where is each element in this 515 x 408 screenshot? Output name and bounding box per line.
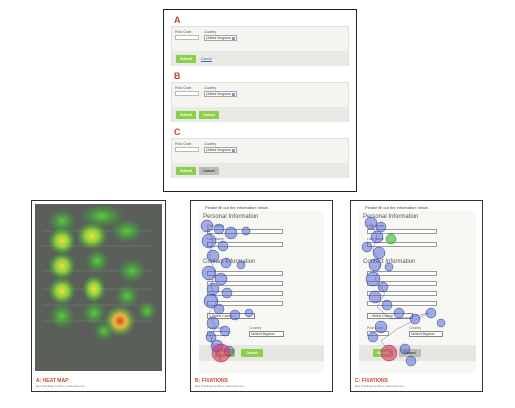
cancel-button[interactable]: Cancel — [199, 111, 219, 119]
personal-heading: Personal Information — [363, 214, 419, 220]
postcode-label: Post Code — [175, 142, 192, 146]
cancel-button[interactable]: Cancel — [241, 349, 263, 357]
country-label: Country — [204, 142, 217, 146]
fixations-b-panel: Please fill out the information below. P… — [190, 200, 333, 392]
first-name-input[interactable] — [367, 229, 437, 234]
heatmap-panel: A: HEAT MAP Eye Tracking by Etre | www.e… — [31, 200, 166, 392]
address-input-4[interactable] — [367, 301, 437, 306]
country-label: Country — [249, 326, 262, 330]
personal-heading: Personal Information — [203, 214, 259, 220]
country-label: Country — [204, 86, 217, 90]
submit-button[interactable]: Submit — [176, 55, 196, 63]
fixation-first — [385, 233, 397, 245]
cancel-button[interactable]: Cancel — [399, 349, 421, 357]
panel-caption: B: FIXATIONS Eye Tracking by Etre | www.… — [195, 378, 244, 388]
variant-letter: A — [174, 15, 181, 25]
submit-button[interactable]: Submit — [176, 167, 196, 175]
address-input-3[interactable] — [207, 291, 283, 296]
panel-caption: A: HEAT MAP Eye Tracking by Etre | www.e… — [36, 378, 85, 388]
variant-letter: C — [174, 127, 181, 137]
country-label: Country — [409, 326, 422, 330]
postcode-input[interactable] — [175, 35, 199, 40]
cancel-button[interactable]: Cancel — [199, 167, 219, 175]
variant-form: Post Code Country United Kingdom Submit … — [171, 138, 349, 178]
panel-title: B: FIXATIONS — [195, 378, 228, 384]
variant-letter: B — [174, 71, 181, 81]
panel-credit: Eye Tracking by Etre | www.etre.com — [355, 384, 404, 388]
country-select[interactable]: United Kingdom — [249, 331, 284, 337]
panel-title: A: HEAT MAP — [36, 378, 69, 384]
form-variants-figure: A Post Code Country United Kingdom Submi… — [163, 9, 357, 192]
panel-credit: Eye Tracking by Etre | www.etre.com — [36, 384, 85, 388]
country-select[interactable]: United Kingdom — [204, 34, 237, 41]
address-input-3[interactable] — [367, 291, 437, 296]
cancel-link[interactable]: Cancel — [201, 57, 212, 61]
country-label: Country — [204, 30, 217, 34]
postcode-input[interactable] — [175, 147, 199, 152]
fixations-c-panel: Please fill out the information below. P… — [350, 200, 483, 392]
country-select[interactable]: United Kingdom — [204, 90, 237, 97]
postcode-input[interactable] — [175, 91, 199, 96]
form-intro: Please fill out the information below. — [365, 205, 429, 210]
variant-form: Post Code Country United Kingdom Submit … — [171, 82, 349, 122]
heatmap-overlay — [42, 204, 157, 341]
button-bar — [172, 51, 348, 66]
fixation-overlay — [200, 219, 254, 363]
heat-blobs — [48, 204, 157, 341]
fixation-overlay — [361, 216, 446, 367]
fixation-hotspot — [380, 344, 398, 362]
contact-heading: Contact Information — [363, 259, 416, 265]
address-input-2[interactable] — [207, 281, 283, 286]
panel-credit: Eye Tracking by Etre | www.etre.com — [195, 384, 244, 388]
panel-title: C: FIXATIONS — [355, 378, 388, 384]
panel-caption: C: FIXATIONS Eye Tracking by Etre | www.… — [355, 378, 404, 388]
submit-button[interactable]: Submit — [176, 111, 196, 119]
fixation-points — [200, 219, 254, 357]
form-intro: Please fill out the information below. — [205, 205, 269, 210]
postcode-label: Post Code — [175, 30, 192, 34]
postcode-label: Post Code — [175, 86, 192, 90]
fixation-points — [361, 216, 446, 367]
variant-form: Post Code Country United Kingdom Submit … — [171, 26, 349, 66]
address-input-1[interactable] — [367, 271, 437, 276]
fixation-hotspot — [211, 343, 231, 363]
country-select[interactable]: United Kingdom — [204, 146, 237, 153]
country-select[interactable]: United Kingdom — [409, 331, 443, 337]
